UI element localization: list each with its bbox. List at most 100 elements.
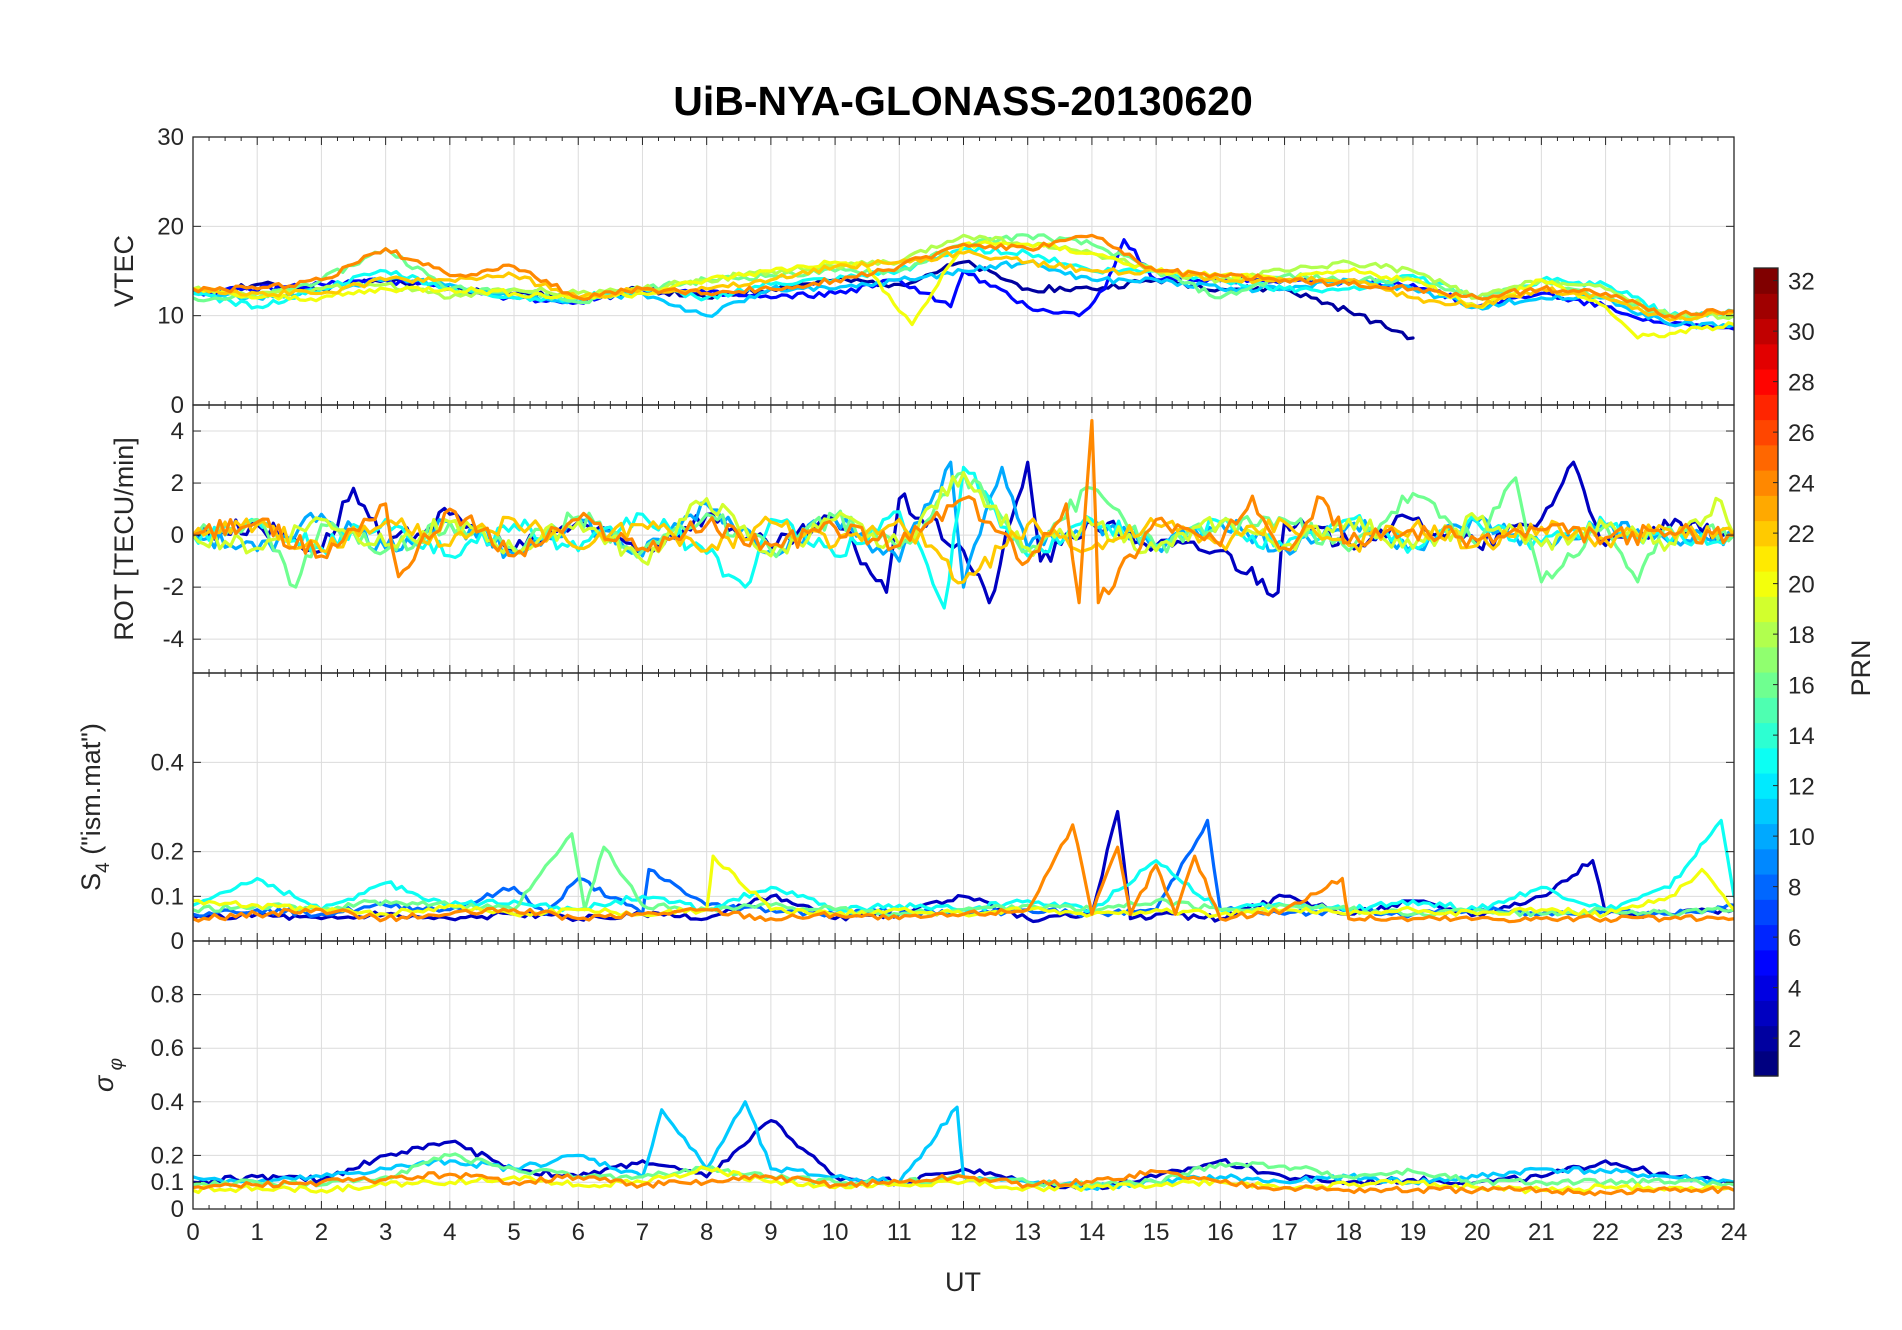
x-tick-label: 6 [572,1219,585,1246]
x-tick-label: 4 [443,1219,456,1246]
colorbar-label: PRN [1846,639,1876,696]
s4-panel: 0 0.1 0.2 0.4 S4 ("ism.mat") [76,672,1735,955]
x-tick-label: 20 [1464,1219,1491,1246]
y-tick-label: 0.1 [151,883,184,910]
series-prn-13 [193,465,1734,610]
colorbar-tick-label: 12 [1788,774,1815,801]
series-prn-24 [193,1169,1734,1197]
series-prn-11 [193,1100,1734,1191]
colorbar-tick-label: 18 [1788,622,1815,649]
x-tick-label: 3 [379,1219,392,1246]
x-tick-label: 18 [1335,1219,1362,1246]
series-prn-24 [193,823,1734,924]
x-tick-label: 0 [186,1219,199,1246]
y-tick-label: -4 [163,626,184,653]
y-tick-label: 0 [171,522,184,549]
chart-title: UiB-NYA-GLONASS-20130620 [673,78,1253,124]
x-axis-label: UT [945,1267,981,1297]
colorbar-swatch [1754,394,1778,421]
x-tick-label: 10 [822,1219,849,1246]
colorbar-tick-label: 28 [1788,370,1815,397]
x-tick-label: 19 [1400,1219,1427,1246]
sigma-phi-panel: 00.10.2 0.4 0.6 0.8 σ φ [89,940,1735,1223]
series-group [193,809,1734,924]
x-tick-label: 16 [1207,1219,1234,1246]
y-tick-label: 30 [157,124,184,151]
y-tick-label: 0.6 [151,1035,184,1062]
colorbar-tick-label: 24 [1788,471,1815,498]
colorbar-tick-label: 2 [1788,1026,1801,1053]
x-tick-label: 12 [950,1219,977,1246]
y-tick-label: 0.2 [151,839,184,866]
series-prn-22 [193,515,1734,585]
y-tick-label: 0.4 [151,749,184,776]
colorbar-tick-label: 4 [1788,976,1801,1003]
y-axis-label: S4 ("ism.mat") [76,723,114,891]
colorbar-swatch [1754,444,1778,471]
colorbar-swatch [1754,697,1778,724]
vtec-panel: 0 10 20 30 VTEC [109,124,1735,419]
x-tick-label: 7 [636,1219,649,1246]
series-prn-19 [193,471,1734,566]
y-tick-label: 0.8 [151,982,184,1009]
colorbar-tick-label: 8 [1788,875,1801,902]
x-tick-label: 22 [1592,1219,1619,1246]
y-tick-label: 0.1 [151,1169,184,1196]
y-tick-label: 0.4 [151,1089,184,1116]
colorbar-tick-label: 32 [1788,269,1815,296]
colorbar-tick-label: 10 [1788,824,1815,851]
y-axis-label: ROT [TECU/min] [109,437,139,641]
colorbar-swatch [1754,949,1778,976]
x-tick-label: 13 [1014,1219,1041,1246]
series-prn-24 [193,419,1734,605]
colorbar-tick-label: 26 [1788,420,1815,447]
y-axis-label: VTEC [109,235,139,307]
y-tick-label: 0.2 [151,1142,184,1169]
colorbar-swatch [1754,1000,1778,1027]
series-group [193,1100,1734,1197]
colorbar-tick-label: 16 [1788,673,1815,700]
x-tick-label: 15 [1143,1219,1170,1246]
rot-panel: -4 -2 0 2 4 ROT [TECU/min] [109,404,1735,674]
series-group [193,233,1734,341]
colorbar-swatch [1754,848,1778,875]
y-tick-label: 2 [171,470,184,497]
colorbar-swatch [1754,495,1778,522]
colorbar-frame [1753,267,1779,1077]
x-tick-label: 24 [1721,1219,1748,1246]
series-prn-22 [193,249,1734,322]
x-tick-label: 11 [887,1219,912,1246]
x-tick-label: 14 [1079,1219,1106,1246]
y-tick-label: 0 [171,392,184,419]
colorbar-swatch [1754,545,1778,572]
y-tick-label: 10 [157,303,184,330]
x-tick-label: 9 [764,1219,777,1246]
x-tick-label: 21 [1528,1219,1555,1246]
colorbar-tick-label: 14 [1788,723,1815,750]
colorbar-tick-label: 22 [1788,521,1815,548]
y-tick-label: 4 [171,418,184,445]
colorbar-swatch [1754,343,1778,370]
series-prn-24 [193,233,1734,320]
x-tick-label: 17 [1271,1219,1298,1246]
colorbar-swatch [1754,596,1778,623]
colorbar-swatch [1754,899,1778,926]
series-prn-20 [193,854,1734,919]
colorbar-swatch [1754,798,1778,825]
colorbar-swatch [1754,747,1778,774]
y-tick-label: 0 [171,928,184,955]
series-prn-20 [193,1165,1734,1195]
colorbar-tick-label: 6 [1788,925,1801,952]
x-tick-label: 8 [700,1219,713,1246]
x-axis: 0 1 2 3 4 5 6 7 8 9 10 11 12 13 14 15 16 17 18 19 20 21 22 23 24 [186,1219,1747,1246]
colorbar-tick-label: 20 [1788,572,1815,599]
y-tick-label: -2 [163,574,184,601]
colorbar-tick-label: 30 [1788,319,1815,346]
y-tick-label: 0 [171,1196,184,1223]
series-group [193,419,1734,610]
x-tick-label: 2 [315,1219,328,1246]
x-tick-label: 1 [251,1219,264,1246]
colorbar-swatch [1754,293,1778,320]
